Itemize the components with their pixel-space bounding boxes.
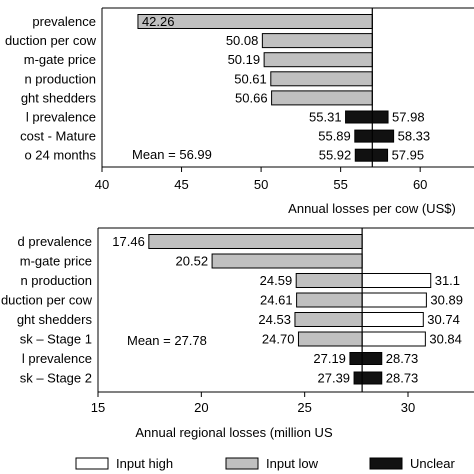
category-label: duction per cow xyxy=(5,33,97,48)
legend-label: Input low xyxy=(266,456,319,471)
category-label: l prevalence xyxy=(22,351,92,366)
bar-input-low xyxy=(295,273,363,288)
value-label-left: 27.19 xyxy=(313,351,346,366)
x-tick-label: 60 xyxy=(413,177,427,192)
x-axis-label: Annual losses per cow (US$) xyxy=(288,201,456,216)
value-label-left: 42.26 xyxy=(142,14,175,29)
legend-swatch xyxy=(225,457,259,470)
value-label-right: 57.95 xyxy=(392,148,425,163)
x-tick-label: 45 xyxy=(174,177,188,192)
bar-unclear xyxy=(345,110,389,124)
value-label-right: 57.98 xyxy=(392,110,425,125)
value-label-right: 30.74 xyxy=(427,312,460,327)
value-label-left: 55.31 xyxy=(309,110,342,125)
category-label: sk – Stage 1 xyxy=(20,332,92,347)
bar-input-low xyxy=(148,234,363,249)
value-label-left: 50.08 xyxy=(226,33,259,48)
legend-swatch xyxy=(75,457,109,470)
bar-input-high xyxy=(361,292,427,308)
bar-input-high xyxy=(361,331,426,347)
value-label-left: 55.89 xyxy=(318,129,351,144)
mean-label: Mean = 56.99 xyxy=(132,147,212,162)
value-label-left: 20.52 xyxy=(176,254,209,269)
category-label: m-gate price xyxy=(20,254,92,269)
value-label-left: 55.92 xyxy=(319,148,352,163)
bar-input-low xyxy=(211,253,363,269)
category-label: cost - Mature xyxy=(20,129,96,144)
x-tick-label: 25 xyxy=(297,400,311,415)
category-label: prevalence xyxy=(32,14,96,29)
value-label-right: 28.73 xyxy=(386,351,419,366)
x-axis-label: Annual regional losses (million US xyxy=(135,425,333,440)
x-tick-label: 30 xyxy=(401,400,415,415)
category-label: d prevalence xyxy=(18,234,92,249)
legend-label: Unclear xyxy=(410,456,455,471)
bar-input-low xyxy=(296,292,363,308)
x-tick-label: 40 xyxy=(95,177,109,192)
bar-input-low xyxy=(271,90,373,106)
bar-input-low xyxy=(297,331,363,347)
x-tick-label: 55 xyxy=(333,177,347,192)
bar-input-high xyxy=(361,273,432,288)
category-label: m-gate price xyxy=(24,52,96,67)
bar-input-low xyxy=(294,312,363,327)
bar-input-high xyxy=(361,312,424,327)
value-label-left: 17.46 xyxy=(112,234,145,249)
bar-input-low xyxy=(270,71,373,87)
category-label: l prevalence xyxy=(26,110,96,125)
category-label: n production xyxy=(24,71,96,86)
value-label-left: 27.39 xyxy=(318,371,351,386)
bar-unclear xyxy=(354,148,389,162)
bar-input-low xyxy=(263,52,373,68)
x-tick-label: 20 xyxy=(194,400,208,415)
x-tick-label: 50 xyxy=(254,177,268,192)
legend-label: Input high xyxy=(116,456,173,471)
bar-input-low xyxy=(261,33,373,49)
category-label: o 24 months xyxy=(24,148,96,163)
category-label: ght shedders xyxy=(17,312,93,327)
value-label-right: 30.84 xyxy=(429,332,462,347)
value-label-left: 24.70 xyxy=(262,332,295,347)
value-label-left: 24.61 xyxy=(260,293,293,308)
value-label-left: 24.59 xyxy=(260,273,293,288)
value-label-right: 58.33 xyxy=(398,129,431,144)
value-label-left: 24.53 xyxy=(258,312,291,327)
category-label: n production xyxy=(20,273,92,288)
mean-label: Mean = 27.78 xyxy=(127,333,207,348)
value-label-left: 50.66 xyxy=(235,90,268,105)
bar-unclear xyxy=(353,371,383,385)
value-label-left: 50.61 xyxy=(234,71,267,86)
category-label: duction per cow xyxy=(1,293,93,308)
bar-unclear xyxy=(349,352,383,365)
value-label-right: 31.1 xyxy=(435,273,460,288)
category-label: sk – Stage 2 xyxy=(20,371,92,386)
x-tick-label: 15 xyxy=(91,400,105,415)
category-label: ght shedders xyxy=(21,90,97,105)
legend-swatch xyxy=(369,457,403,470)
value-label-right: 28.73 xyxy=(386,371,419,386)
value-label-left: 50.19 xyxy=(228,52,261,67)
bar-unclear xyxy=(354,129,395,143)
value-label-right: 30.89 xyxy=(430,293,463,308)
